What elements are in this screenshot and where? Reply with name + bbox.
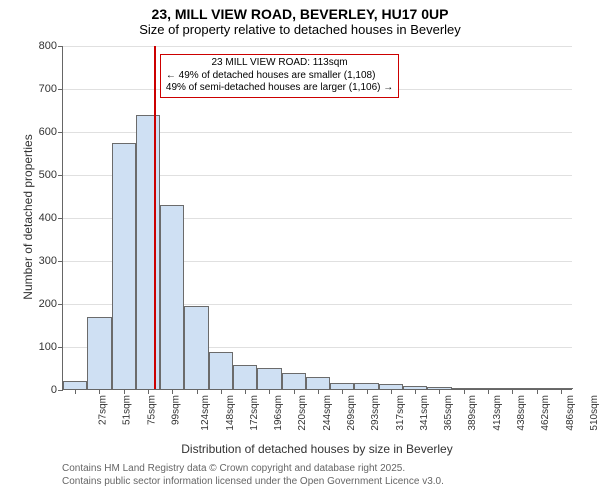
gridline bbox=[63, 46, 572, 47]
xtick-label: 172sqm bbox=[249, 395, 260, 431]
xtick-label: 413sqm bbox=[492, 395, 503, 431]
xtick-label: 486sqm bbox=[565, 395, 576, 431]
xtick-mark bbox=[99, 389, 100, 394]
ytick-mark bbox=[58, 390, 63, 391]
histogram-bar bbox=[112, 143, 136, 389]
histogram-bar bbox=[184, 306, 208, 389]
xtick-mark bbox=[342, 389, 343, 394]
histogram-bar bbox=[87, 317, 111, 389]
xtick-label: 124sqm bbox=[200, 395, 211, 431]
ytick-mark bbox=[58, 218, 63, 219]
histogram-bar bbox=[306, 377, 330, 389]
ytick-mark bbox=[58, 261, 63, 262]
histogram-bar bbox=[136, 115, 160, 389]
plot-area: 010020030040050060070080027sqm51sqm75sqm… bbox=[62, 46, 572, 390]
annotation-line: 23 MILL VIEW ROAD: 113sqm bbox=[166, 57, 393, 70]
xtick-label: 365sqm bbox=[443, 395, 454, 431]
annotation-box: 23 MILL VIEW ROAD: 113sqm← 49% of detach… bbox=[160, 54, 399, 98]
xtick-mark bbox=[172, 389, 173, 394]
xtick-label: 27sqm bbox=[98, 395, 109, 425]
xtick-mark bbox=[318, 389, 319, 394]
xtick-mark bbox=[294, 389, 295, 394]
xtick-label: 317sqm bbox=[395, 395, 406, 431]
xtick-label: 99sqm bbox=[171, 395, 182, 425]
x-axis-label: Distribution of detached houses by size … bbox=[62, 442, 572, 456]
xtick-label: 75sqm bbox=[146, 395, 157, 425]
footer-line-2: Contains public sector information licen… bbox=[62, 475, 444, 488]
xtick-mark bbox=[245, 389, 246, 394]
y-axis-label: Number of detached properties bbox=[21, 117, 35, 317]
reference-line bbox=[154, 46, 156, 389]
chart-subtitle: Size of property relative to detached ho… bbox=[0, 22, 600, 41]
xtick-mark bbox=[561, 389, 562, 394]
xtick-mark bbox=[391, 389, 392, 394]
xtick-mark bbox=[367, 389, 368, 394]
xtick-label: 148sqm bbox=[225, 395, 236, 431]
annotation-line: ← 49% of detached houses are smaller (1,… bbox=[166, 70, 393, 83]
xtick-mark bbox=[415, 389, 416, 394]
xtick-label: 220sqm bbox=[298, 395, 309, 431]
xtick-mark bbox=[221, 389, 222, 394]
xtick-mark bbox=[269, 389, 270, 394]
xtick-mark bbox=[512, 389, 513, 394]
ytick-mark bbox=[58, 304, 63, 305]
xtick-label: 438sqm bbox=[516, 395, 527, 431]
ytick-mark bbox=[58, 175, 63, 176]
ytick-mark bbox=[58, 46, 63, 47]
ytick-mark bbox=[58, 347, 63, 348]
xtick-label: 462sqm bbox=[540, 395, 551, 431]
ytick-mark bbox=[58, 132, 63, 133]
xtick-label: 510sqm bbox=[589, 395, 600, 431]
histogram-bar bbox=[209, 352, 233, 389]
histogram-bar bbox=[282, 373, 306, 389]
xtick-mark bbox=[537, 389, 538, 394]
xtick-label: 269sqm bbox=[346, 395, 357, 431]
xtick-label: 389sqm bbox=[468, 395, 479, 431]
histogram-bar bbox=[233, 365, 257, 389]
xtick-mark bbox=[75, 389, 76, 394]
xtick-mark bbox=[197, 389, 198, 394]
xtick-mark bbox=[488, 389, 489, 394]
chart-title: 23, MILL VIEW ROAD, BEVERLEY, HU17 0UP bbox=[0, 0, 600, 22]
xtick-label: 51sqm bbox=[122, 395, 133, 425]
xtick-label: 341sqm bbox=[419, 395, 430, 431]
chart-container: 23, MILL VIEW ROAD, BEVERLEY, HU17 0UP S… bbox=[0, 0, 600, 500]
histogram-bar bbox=[160, 205, 184, 389]
xtick-label: 196sqm bbox=[273, 395, 284, 431]
xtick-label: 244sqm bbox=[322, 395, 333, 431]
xtick-mark bbox=[464, 389, 465, 394]
footer-attribution: Contains HM Land Registry data © Crown c… bbox=[62, 462, 444, 488]
annotation-line: 49% of semi-detached houses are larger (… bbox=[166, 82, 393, 95]
xtick-label: 293sqm bbox=[370, 395, 381, 431]
histogram-bar bbox=[63, 381, 87, 389]
ytick-mark bbox=[58, 89, 63, 90]
histogram-bar bbox=[257, 368, 281, 389]
xtick-mark bbox=[148, 389, 149, 394]
xtick-mark bbox=[124, 389, 125, 394]
footer-line-1: Contains HM Land Registry data © Crown c… bbox=[62, 462, 444, 475]
xtick-mark bbox=[439, 389, 440, 394]
